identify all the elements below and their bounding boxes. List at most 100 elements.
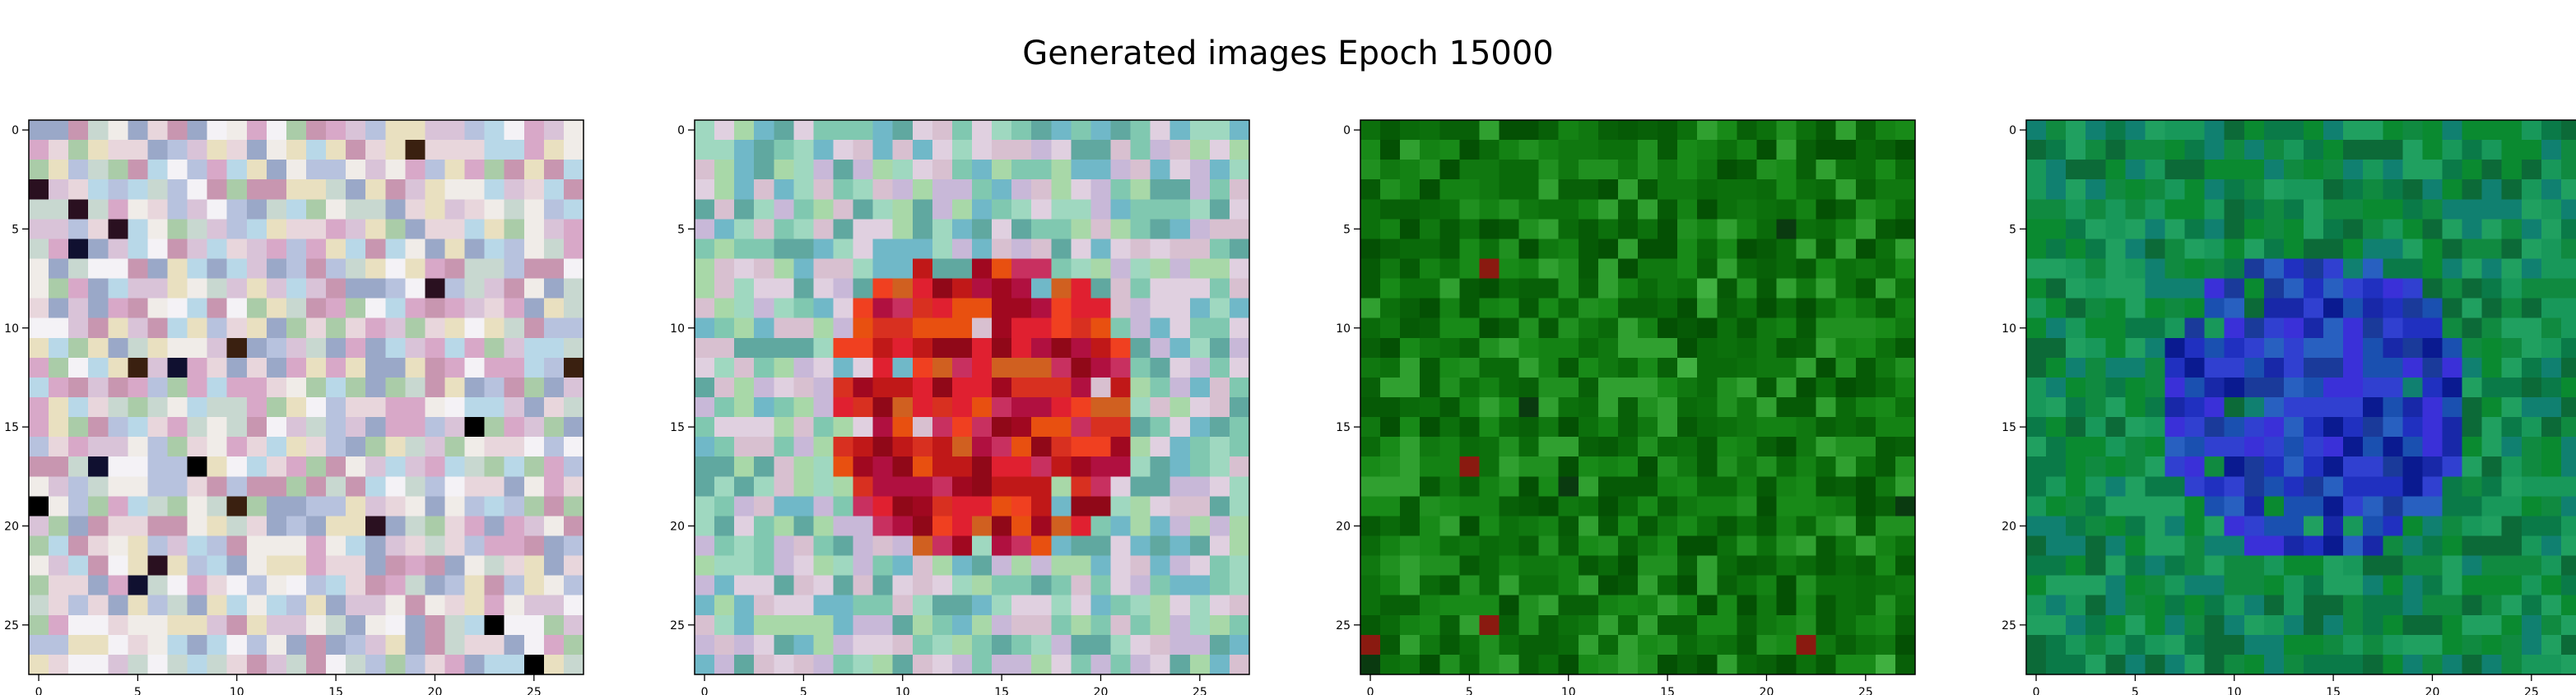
heatmap-cell <box>266 160 287 180</box>
heatmap-cell <box>2026 496 2047 517</box>
heatmap-cell <box>892 397 914 418</box>
heatmap-cell <box>1895 258 1916 280</box>
heatmap-cell <box>2402 397 2424 418</box>
y-tick-label: 0 <box>677 124 685 137</box>
heatmap-cell <box>2046 239 2067 260</box>
heatmap-cell <box>2184 595 2206 616</box>
heatmap-cell <box>1895 555 1916 577</box>
heatmap-cell <box>523 317 545 339</box>
heatmap-cell <box>346 337 366 359</box>
heatmap-cell <box>1835 437 1857 457</box>
heatmap-cell <box>306 456 327 477</box>
heatmap-cell <box>2184 160 2206 180</box>
heatmap-cell <box>2105 417 2126 438</box>
heatmap-cell <box>1031 120 1052 141</box>
heatmap-cell <box>1638 179 1658 200</box>
heatmap-cell <box>49 575 69 596</box>
heatmap-cell <box>1209 278 1230 299</box>
x-tick-label: 0 <box>2033 686 2040 695</box>
heatmap-cell <box>714 120 735 141</box>
heatmap-cell <box>1816 278 1837 299</box>
heatmap-cell <box>2343 160 2364 180</box>
heatmap-cell <box>128 595 149 616</box>
heatmap-cell <box>2204 298 2225 319</box>
heatmap-cell <box>1051 278 1072 299</box>
heatmap-cell <box>1835 456 1857 477</box>
heatmap-cell <box>1677 634 1698 656</box>
heatmap-cell <box>1011 120 1032 141</box>
heatmap-cell <box>872 634 894 656</box>
heatmap-cell <box>1875 476 1896 497</box>
heatmap-cell <box>2184 140 2206 160</box>
heatmap-cell <box>68 476 89 497</box>
heatmap-cell <box>833 258 854 280</box>
heatmap-cell <box>187 120 208 141</box>
heatmap-cell <box>2442 437 2463 457</box>
heatmap-cell <box>1400 456 1421 477</box>
heatmap-cell <box>128 199 149 220</box>
heatmap-cell <box>1816 337 1837 359</box>
heatmap-cell <box>1071 437 1092 457</box>
heatmap-cell <box>853 278 874 299</box>
heatmap-cell <box>932 437 953 457</box>
heatmap-cell <box>2422 456 2443 477</box>
heatmap-cell <box>1855 239 1876 260</box>
heatmap-cell <box>2026 456 2047 477</box>
heatmap-cell <box>2085 357 2106 378</box>
heatmap-cell <box>425 476 446 497</box>
heatmap-cell <box>1658 476 1678 497</box>
heatmap-cell <box>346 614 366 636</box>
heatmap-cell <box>1518 317 1540 339</box>
heatmap-cell <box>951 614 973 636</box>
heatmap-cell <box>326 535 346 557</box>
heatmap-cell <box>2125 179 2146 200</box>
heatmap-cell <box>108 239 128 260</box>
figure-title: Generated images Epoch 15000 <box>1022 35 1554 72</box>
heatmap-cell <box>1090 258 1112 280</box>
heatmap-cell <box>1816 219 1837 240</box>
heatmap-cell <box>504 654 525 675</box>
heatmap-cell <box>695 634 715 656</box>
heatmap-cell <box>1796 496 1817 517</box>
heatmap-cell <box>2521 496 2542 517</box>
y-tick-label: 20 <box>670 520 685 533</box>
heatmap-cell <box>2383 377 2403 398</box>
heatmap-cell <box>1071 337 1092 359</box>
heatmap-cell <box>425 219 446 240</box>
heatmap-cell <box>1855 437 1876 457</box>
heatmap-cell <box>1776 476 1797 497</box>
y-tick-label: 5 <box>1343 223 1351 236</box>
heatmap-cell <box>504 199 525 220</box>
heatmap-cell <box>1380 357 1401 378</box>
heatmap-cell <box>1400 634 1421 656</box>
heatmap-cell <box>1229 317 1250 339</box>
heatmap-cell <box>286 437 307 457</box>
heatmap-cell <box>754 120 774 141</box>
heatmap-cell <box>1071 120 1092 141</box>
heatmap-cell <box>147 199 169 220</box>
heatmap-cell <box>2085 298 2106 319</box>
heatmap-cell <box>1796 219 1817 240</box>
heatmap-cell <box>793 199 815 220</box>
heatmap-cell <box>1677 654 1698 675</box>
heatmap-cell <box>932 397 953 418</box>
heatmap-cell <box>108 337 128 359</box>
heatmap-cell <box>1638 634 1658 656</box>
heatmap-cell <box>754 199 774 220</box>
heatmap-cell <box>1229 476 1250 497</box>
heatmap-cell <box>2125 317 2146 339</box>
heatmap-cell <box>2343 219 2364 240</box>
heatmap-cell <box>1400 614 1421 636</box>
heatmap-cell <box>2422 634 2443 656</box>
heatmap-cell <box>286 337 307 359</box>
heatmap-cell <box>1110 377 1132 398</box>
heatmap-cell <box>1518 179 1540 200</box>
heatmap-cell <box>1459 377 1481 398</box>
heatmap-cell <box>2184 179 2206 200</box>
heatmap-cell <box>1150 357 1171 378</box>
heatmap-cell <box>2304 397 2324 418</box>
heatmap-cell <box>2481 337 2503 359</box>
heatmap-cell <box>128 614 149 636</box>
heatmap-cell <box>1597 476 1619 497</box>
heatmap-cell <box>2541 417 2562 438</box>
